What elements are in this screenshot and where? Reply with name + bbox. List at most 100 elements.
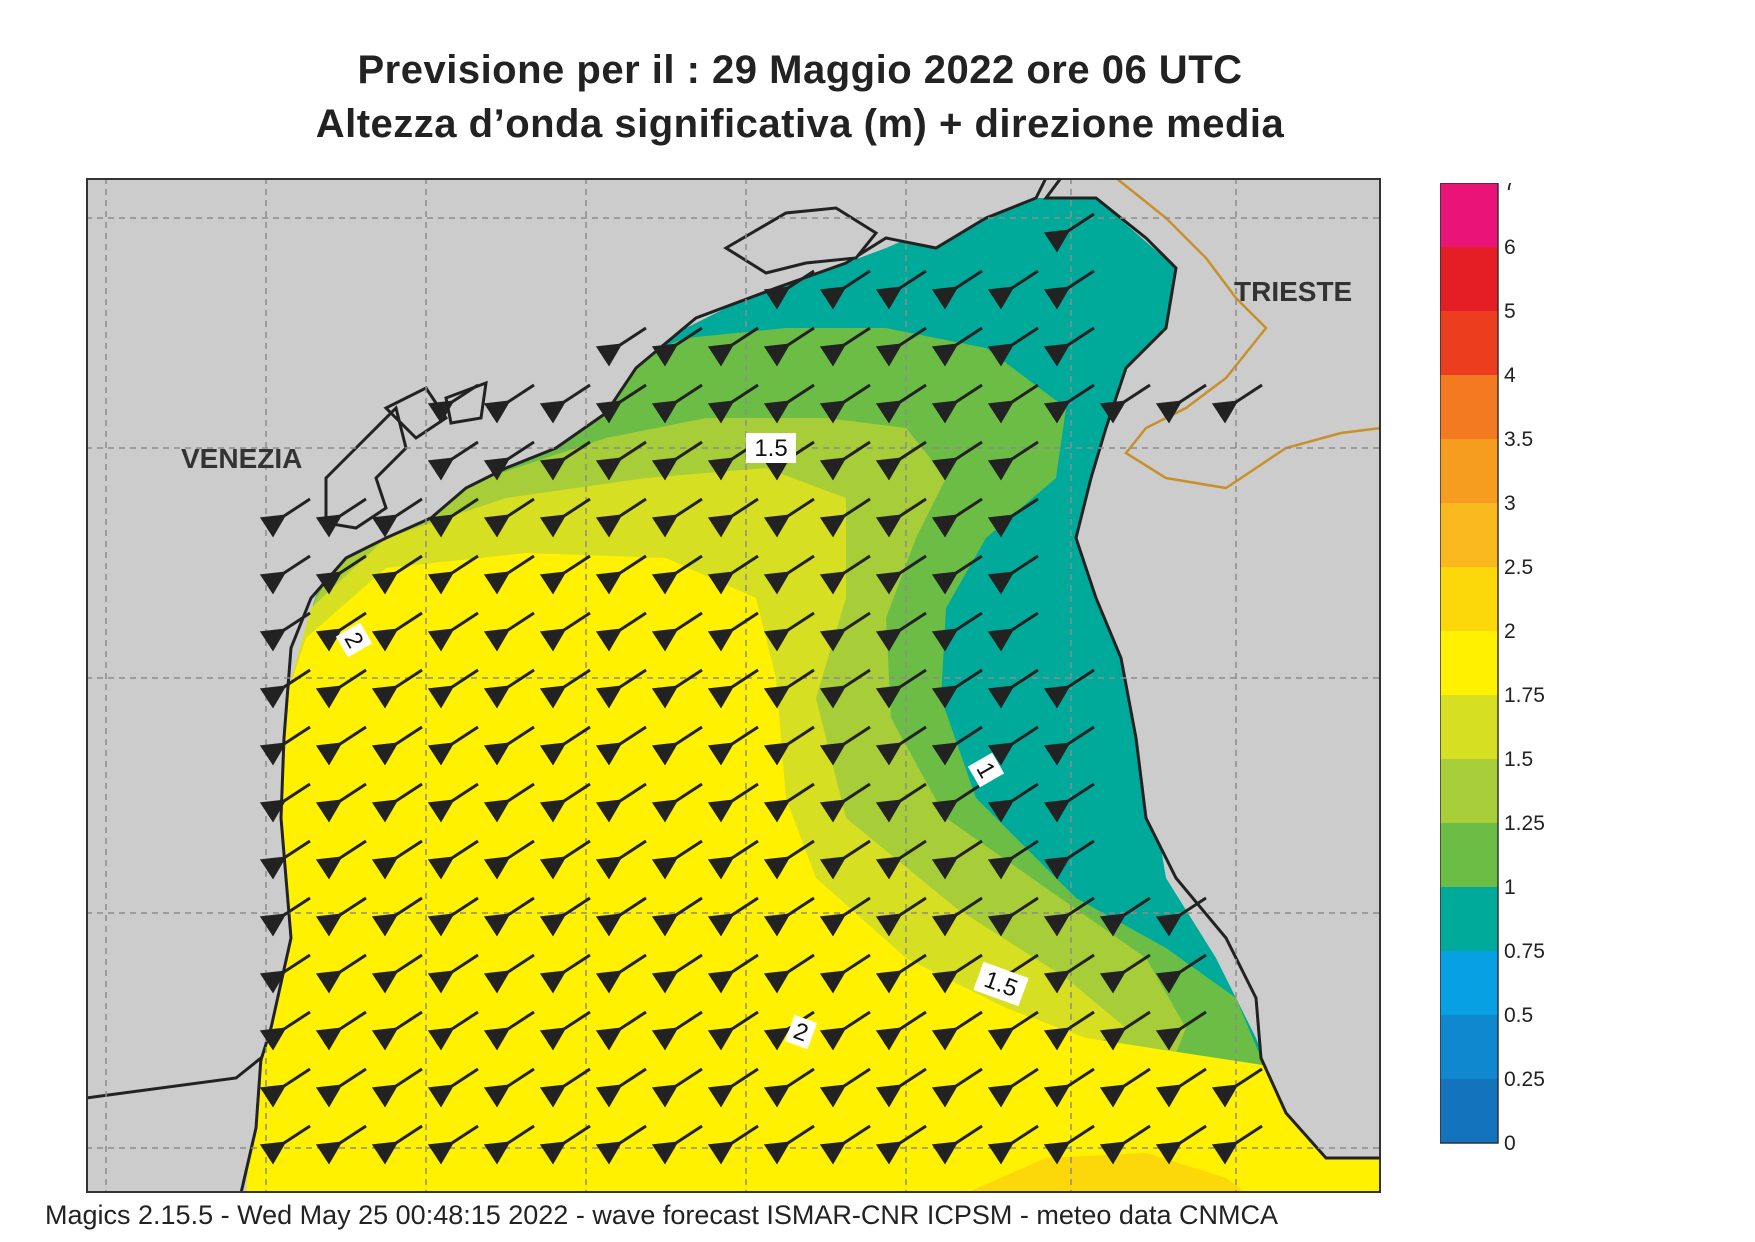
wave-direction-arrow <box>819 554 871 595</box>
wave-direction-arrow <box>371 1010 423 1051</box>
wave-direction-arrow <box>595 611 647 652</box>
place-label-venezia: VENEZIA <box>181 443 302 474</box>
wave-direction-arrow <box>651 782 703 823</box>
wave-direction-arrow <box>819 440 871 481</box>
wave-direction-arrow <box>987 269 1039 310</box>
wave-direction-arrow <box>371 839 423 880</box>
wave-direction-arrow <box>819 668 871 709</box>
wave-direction-arrow <box>1099 383 1151 424</box>
wave-direction-arrow <box>987 326 1039 367</box>
wave-direction-arrow <box>1099 1067 1151 1108</box>
legend-band <box>1440 631 1498 695</box>
wave-direction-arrow <box>707 839 759 880</box>
wave-direction-arrow <box>1211 1067 1263 1108</box>
wave-direction-arrow <box>875 383 927 424</box>
wave-direction-arrow <box>1043 326 1095 367</box>
wave-direction-arrow <box>595 725 647 766</box>
wave-direction-arrow <box>651 383 703 424</box>
contour-label-text: 1.5 <box>754 435 787 462</box>
wave-direction-arrow <box>819 383 871 424</box>
wave-direction-arrow <box>819 611 871 652</box>
wave-direction-arrow <box>539 1010 591 1051</box>
wave-direction-arrow <box>1043 782 1095 823</box>
wave-direction-arrow <box>707 1067 759 1108</box>
wave-direction-arrow <box>931 896 983 937</box>
wave-direction-arrow <box>483 440 535 481</box>
wave-direction-arrow <box>315 953 367 994</box>
wave-direction-arrow <box>931 554 983 595</box>
legend-band <box>1440 503 1498 567</box>
place-label-trieste: TRIESTE <box>1234 276 1352 307</box>
wave-direction-arrow <box>707 725 759 766</box>
wave-direction-arrow <box>539 839 591 880</box>
legend-band <box>1440 951 1498 1015</box>
wave-direction-arrow <box>819 1067 871 1108</box>
wave-direction-arrow <box>1043 1124 1095 1165</box>
wave-direction-arrow <box>707 953 759 994</box>
wave-direction-arrow <box>987 896 1039 937</box>
wave-direction-arrow <box>595 1010 647 1051</box>
sw-land <box>86 1054 263 1193</box>
wave-direction-arrow <box>819 269 871 310</box>
legend-tick-label: 3 <box>1504 492 1516 515</box>
sea-band-2-5 <box>246 553 1381 1193</box>
wave-direction-arrow <box>371 1124 423 1165</box>
wave-direction-arrow <box>651 326 703 367</box>
wave-direction-arrow <box>315 497 367 538</box>
map-frame <box>86 178 1381 1193</box>
wave-direction-arrow <box>539 896 591 937</box>
wave-direction-arrow <box>707 497 759 538</box>
wave-direction-arrow <box>707 896 759 937</box>
wave-direction-arrow <box>1211 1124 1263 1165</box>
wave-direction-arrow <box>259 953 311 994</box>
wave-direction-arrow <box>875 1067 927 1108</box>
legend-band <box>1440 695 1498 759</box>
wave-direction-arrow <box>987 668 1039 709</box>
wave-direction-arrow <box>1043 896 1095 937</box>
wave-direction-arrow <box>259 1067 311 1108</box>
wave-direction-arrow <box>931 1124 983 1165</box>
wave-direction-arrow <box>651 1067 703 1108</box>
wave-direction-arrow <box>875 668 927 709</box>
legend-band <box>1440 887 1498 951</box>
wave-direction-arrow <box>763 554 815 595</box>
wave-direction-arrow <box>259 782 311 823</box>
wave-direction-arrow <box>595 554 647 595</box>
wave-direction-arrow <box>371 1067 423 1108</box>
wave-direction-arrow <box>987 782 1039 823</box>
wave-direction-arrow <box>315 839 367 880</box>
wave-direction-arrow <box>259 497 311 538</box>
wave-direction-arrow <box>763 611 815 652</box>
wave-direction-arrow <box>483 497 535 538</box>
wave-direction-arrow <box>987 953 1039 994</box>
wave-height-map: 1.5 2 1 1.5 2 VENEZIA TRIESTE <box>86 178 1381 1193</box>
wave-direction-arrow <box>483 839 535 880</box>
wave-direction-arrow <box>595 839 647 880</box>
wave-direction-arrow <box>875 497 927 538</box>
wave-direction-arrow <box>259 896 311 937</box>
wave-direction-arrow <box>259 668 311 709</box>
wave-direction-arrow <box>651 1124 703 1165</box>
wave-direction-arrow <box>1155 1010 1207 1051</box>
legend-band <box>1440 1015 1498 1079</box>
wave-direction-arrow <box>651 440 703 481</box>
wave-direction-arrow <box>259 1124 311 1165</box>
wave-direction-arrow <box>1155 896 1207 937</box>
wave-direction-arrow <box>371 497 423 538</box>
wave-direction-arrow <box>987 1124 1039 1165</box>
legend-tick-label: 0 <box>1504 1132 1516 1155</box>
legend-tick-label: 2 <box>1504 620 1516 643</box>
wave-direction-arrow <box>651 668 703 709</box>
legend-tick-label: 3.5 <box>1504 428 1533 451</box>
wave-direction-arrow <box>371 782 423 823</box>
wave-direction-arrow <box>987 554 1039 595</box>
wave-direction-arrow <box>539 440 591 481</box>
wave-direction-arrow <box>763 839 815 880</box>
wave-direction-arrow <box>483 554 535 595</box>
wave-direction-arrow <box>931 1010 983 1051</box>
legend-band <box>1440 183 1498 247</box>
wave-direction-arrow <box>595 1067 647 1108</box>
wave-direction-arrow <box>819 782 871 823</box>
wave-direction-arrow <box>1043 725 1095 766</box>
wave-direction-arrow <box>987 839 1039 880</box>
